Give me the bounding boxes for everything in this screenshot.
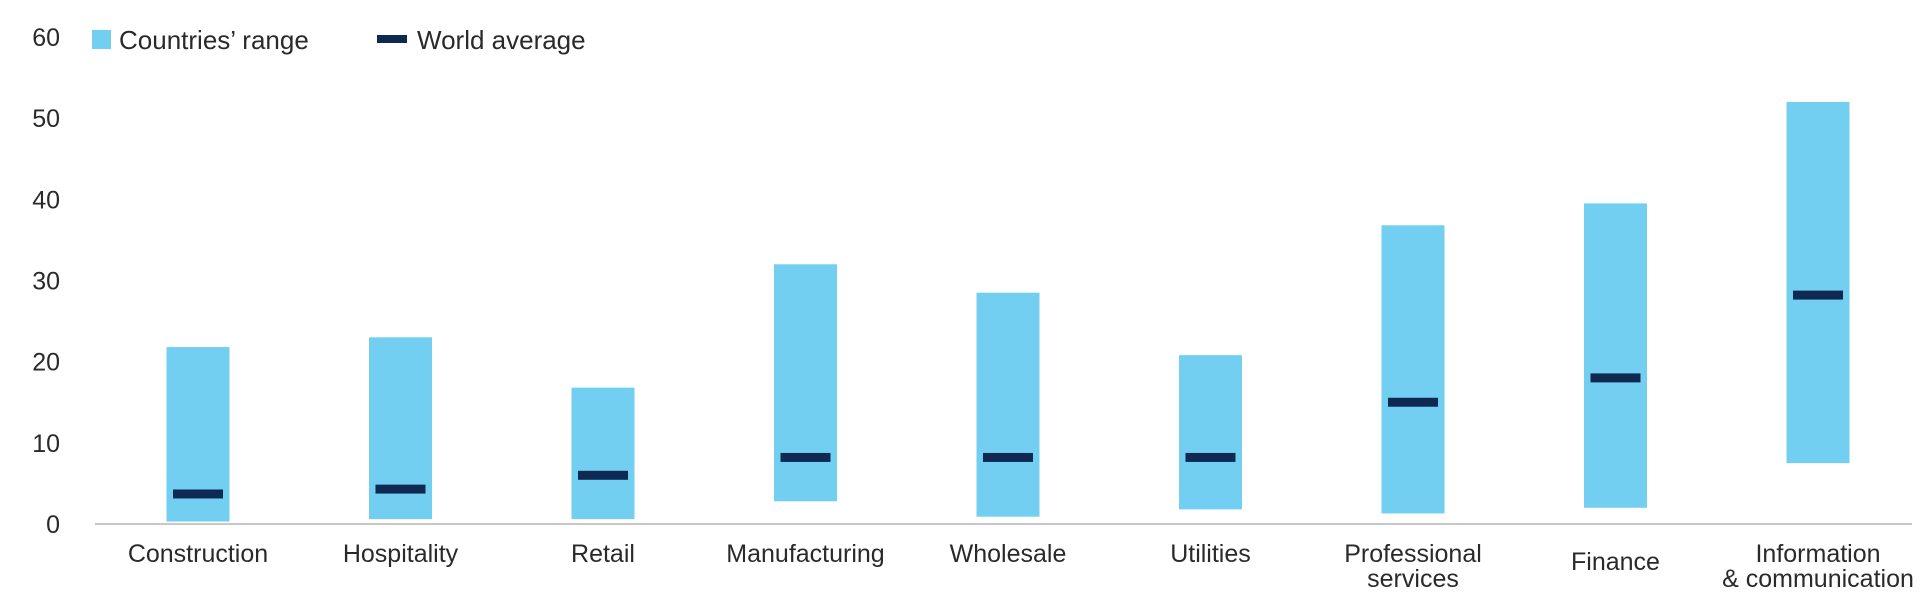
- range-bar-6: [1381, 225, 1445, 514]
- y-tick-label-10: 10: [32, 430, 60, 458]
- average-marker-7: [1590, 373, 1641, 383]
- range-bars: [166, 101, 1850, 522]
- x-category-label-0: Construction: [128, 540, 268, 568]
- average-marker-0: [173, 489, 223, 499]
- average-marker-2: [578, 470, 628, 480]
- x-category-label-5: Utilities: [1170, 540, 1251, 568]
- x-category-label-6-line-0: Professional: [1344, 540, 1482, 568]
- x-category-label-7: Finance: [1571, 548, 1660, 576]
- range-bar-5: [1179, 355, 1242, 510]
- y-tick-label-50: 50: [32, 105, 60, 133]
- average-marker-1: [375, 484, 426, 494]
- y-tick-label-40: 40: [32, 186, 60, 214]
- legend-range-label: Countries’ range: [119, 25, 309, 55]
- legend: Countries’ range World average: [92, 25, 586, 55]
- average-marker-6: [1388, 397, 1438, 407]
- legend-average-swatch: [377, 35, 407, 43]
- x-category-label-8-line-0: Information: [1755, 540, 1880, 568]
- range-bar-3: [774, 264, 837, 502]
- legend-average-label: World average: [417, 25, 586, 55]
- x-category-label-1: Hospitality: [343, 540, 459, 568]
- range-bar-2: [571, 387, 635, 520]
- average-marker-5: [1185, 452, 1236, 462]
- x-category-label-8-line-1: & communication: [1722, 565, 1914, 593]
- average-marker-8: [1793, 290, 1843, 300]
- x-category-label-4: Wholesale: [950, 540, 1067, 568]
- x-category-label-3: Manufacturing: [726, 540, 884, 568]
- x-category-label-6-line-1: services: [1367, 565, 1459, 593]
- legend-range-swatch: [92, 30, 111, 49]
- average-marker-3: [780, 452, 831, 462]
- average-marker-4: [983, 452, 1033, 462]
- x-category-label-2: Retail: [571, 540, 635, 568]
- y-tick-label-20: 20: [32, 349, 60, 377]
- average-markers: [173, 290, 1843, 499]
- y-axis: 0 10 20 30 40 50 60: [32, 24, 60, 539]
- range-bar-7: [1584, 203, 1647, 508]
- y-tick-label-30: 30: [32, 268, 60, 296]
- x-axis: Construction Hospitality Retail Manufacturi…: [95, 523, 1914, 593]
- y-tick-label-0: 0: [46, 511, 60, 539]
- range-bar-8: [1786, 101, 1850, 464]
- y-tick-label-60: 60: [32, 24, 60, 52]
- range-bar-4: [976, 292, 1040, 517]
